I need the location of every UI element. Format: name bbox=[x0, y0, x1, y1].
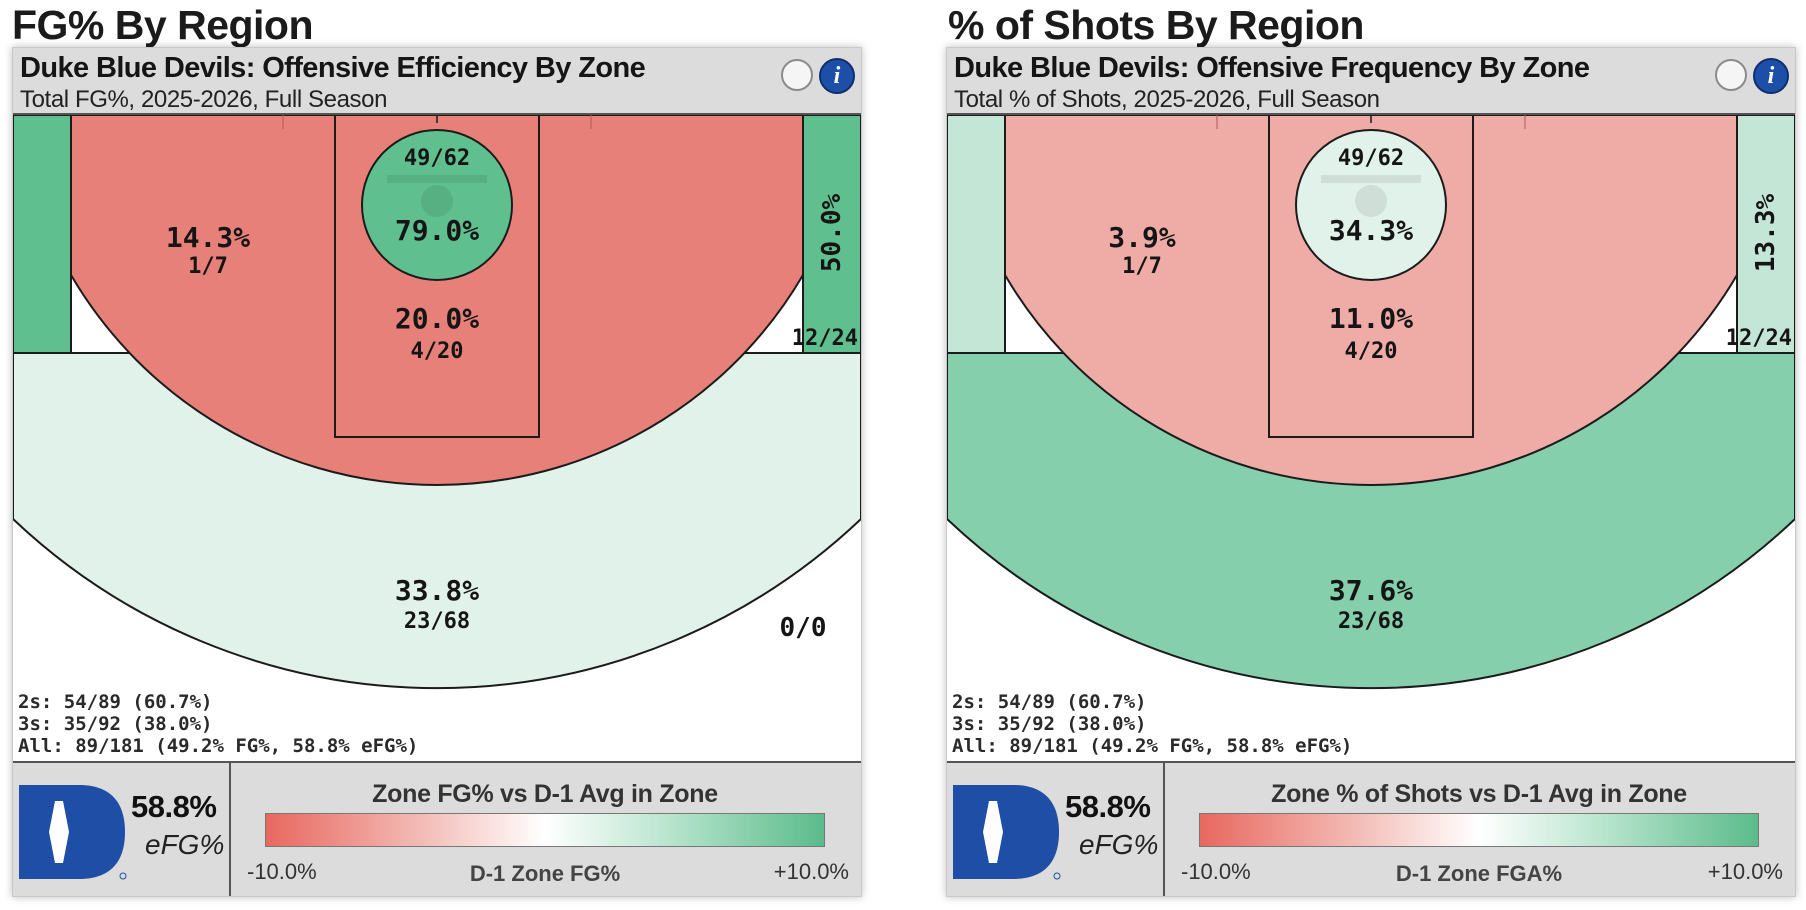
paint-pct: 20.0% bbox=[395, 302, 479, 335]
above-break-pct: 33.8% bbox=[395, 574, 479, 607]
shots-chart-panel: Duke Blue Devils: Offensive Frequency By… bbox=[946, 47, 1796, 897]
legend-title: Zone % of Shots vs D-1 Avg in Zone bbox=[1271, 780, 1687, 808]
info-icon[interactable]: i bbox=[819, 58, 855, 94]
totals-twos: 2s: 54/89 (60.7%) bbox=[18, 691, 213, 713]
legend-title: Zone FG% vs D-1 Avg in Zone bbox=[372, 780, 718, 808]
backboard bbox=[387, 175, 487, 183]
zone-corner-left bbox=[13, 115, 72, 354]
totals-twos: 2s: 54/89 (60.7%) bbox=[952, 691, 1147, 713]
chart-subtitle: Total FG%, 2025-2026, Full Season bbox=[20, 86, 388, 113]
legend-mid: D-1 Zone FGA% bbox=[1395, 861, 1563, 886]
legend-min: -10.0% bbox=[247, 859, 317, 884]
above-break-made-att: 23/68 bbox=[1338, 609, 1404, 634]
above-break-made-att: 23/68 bbox=[404, 609, 470, 634]
zone-rim bbox=[1295, 129, 1447, 281]
zone-corner-right bbox=[1736, 115, 1795, 354]
chart-footer: 58.8% eFG% Zone % of Shots vs D-1 Avg in… bbox=[947, 761, 1795, 896]
corner-right-made-att: 12/24 bbox=[1726, 326, 1792, 351]
chart-header: Duke Blue Devils: Offensive Efficiency B… bbox=[13, 48, 861, 115]
duke-logo bbox=[953, 785, 1061, 880]
chart-title: Duke Blue Devils: Offensive Efficiency B… bbox=[20, 52, 646, 84]
zone-rim bbox=[361, 129, 513, 281]
zone-corner-right bbox=[802, 115, 861, 354]
chart-footer: 58.8% eFG% Zone FG% vs D-1 Avg in Zone -… bbox=[13, 761, 861, 896]
totals-threes: 3s: 35/92 (38.0%) bbox=[18, 713, 213, 735]
legend-color-scale bbox=[265, 813, 825, 847]
duke-logo bbox=[19, 785, 127, 880]
above-break-pct: 37.6% bbox=[1329, 574, 1413, 607]
rim-made-att: 49/62 bbox=[404, 146, 470, 171]
chart-subtitle: Total % of Shots, 2025-2026, Full Season bbox=[954, 86, 1380, 113]
efg-value: 58.8% bbox=[1065, 789, 1151, 824]
court-chart: 49/62 34.3% 11.0% 4/20 3.9% 1/7 13.3% 12… bbox=[947, 115, 1795, 761]
rim-made-att: 49/62 bbox=[1338, 146, 1404, 171]
toggle-circle-button[interactable] bbox=[1715, 59, 1747, 91]
midrange-made-att: 1/7 bbox=[1122, 254, 1162, 279]
court-chart: 49/62 79.0% 20.0% 4/20 14.3% 1/7 50.0% 1… bbox=[13, 115, 861, 761]
hoop bbox=[421, 185, 453, 217]
efg-value: 58.8% bbox=[131, 789, 217, 824]
totals-threes: 3s: 35/92 (38.0%) bbox=[952, 713, 1147, 735]
chart-header: Duke Blue Devils: Offensive Frequency By… bbox=[947, 48, 1795, 115]
midrange-pct: 3.9% bbox=[1108, 221, 1176, 254]
paint-made-att: 4/20 bbox=[1345, 339, 1398, 364]
toggle-circle-button[interactable] bbox=[781, 59, 813, 91]
legend-mid: D-1 Zone FG% bbox=[469, 861, 621, 886]
section-title-shots: % of Shots By Region bbox=[948, 2, 1364, 48]
corner-right-pct: 50.0% bbox=[817, 194, 847, 273]
fg-chart-panel: Duke Blue Devils: Offensive Efficiency B… bbox=[12, 47, 862, 897]
footer-divider bbox=[1163, 763, 1165, 896]
legend-max: +10.0% bbox=[1707, 859, 1783, 884]
legend-color-scale bbox=[1199, 813, 1759, 847]
zone-corner-left bbox=[947, 115, 1006, 354]
chart-title: Duke Blue Devils: Offensive Frequency By… bbox=[954, 52, 1590, 84]
hoop bbox=[1355, 185, 1387, 217]
legend-max: +10.0% bbox=[773, 859, 849, 884]
zone-above-break bbox=[947, 352, 1795, 690]
footer-divider bbox=[229, 763, 231, 896]
corner-right-pct: 13.3% bbox=[1751, 194, 1781, 273]
midrange-pct: 14.3% bbox=[166, 221, 250, 254]
backboard bbox=[1321, 175, 1421, 183]
totals-all: All: 89/181 (49.2% FG%, 58.8% eFG%) bbox=[18, 735, 419, 757]
totals-block: 2s: 54/89 (60.7%) 3s: 35/92 (38.0%) All:… bbox=[18, 691, 418, 757]
midrange-made-att: 1/7 bbox=[188, 254, 228, 279]
efg-label: eFG% bbox=[1079, 829, 1159, 860]
efg-label: eFG% bbox=[145, 829, 225, 860]
section-title-fg: FG% By Region bbox=[12, 2, 314, 48]
totals-all: All: 89/181 (49.2% FG%, 58.8% eFG%) bbox=[952, 735, 1353, 757]
rim-pct: 34.3% bbox=[1329, 214, 1413, 247]
corner-right-made-att: 12/24 bbox=[792, 326, 858, 351]
zone-above-break bbox=[13, 352, 861, 690]
deep-made-att: 0/0 bbox=[780, 613, 827, 643]
totals-block: 2s: 54/89 (60.7%) 3s: 35/92 (38.0%) All:… bbox=[952, 691, 1352, 757]
rim-pct: 79.0% bbox=[395, 214, 479, 247]
paint-pct: 11.0% bbox=[1329, 302, 1413, 335]
paint-made-att: 4/20 bbox=[411, 339, 464, 364]
legend-min: -10.0% bbox=[1181, 859, 1251, 884]
info-icon[interactable]: i bbox=[1753, 58, 1789, 94]
